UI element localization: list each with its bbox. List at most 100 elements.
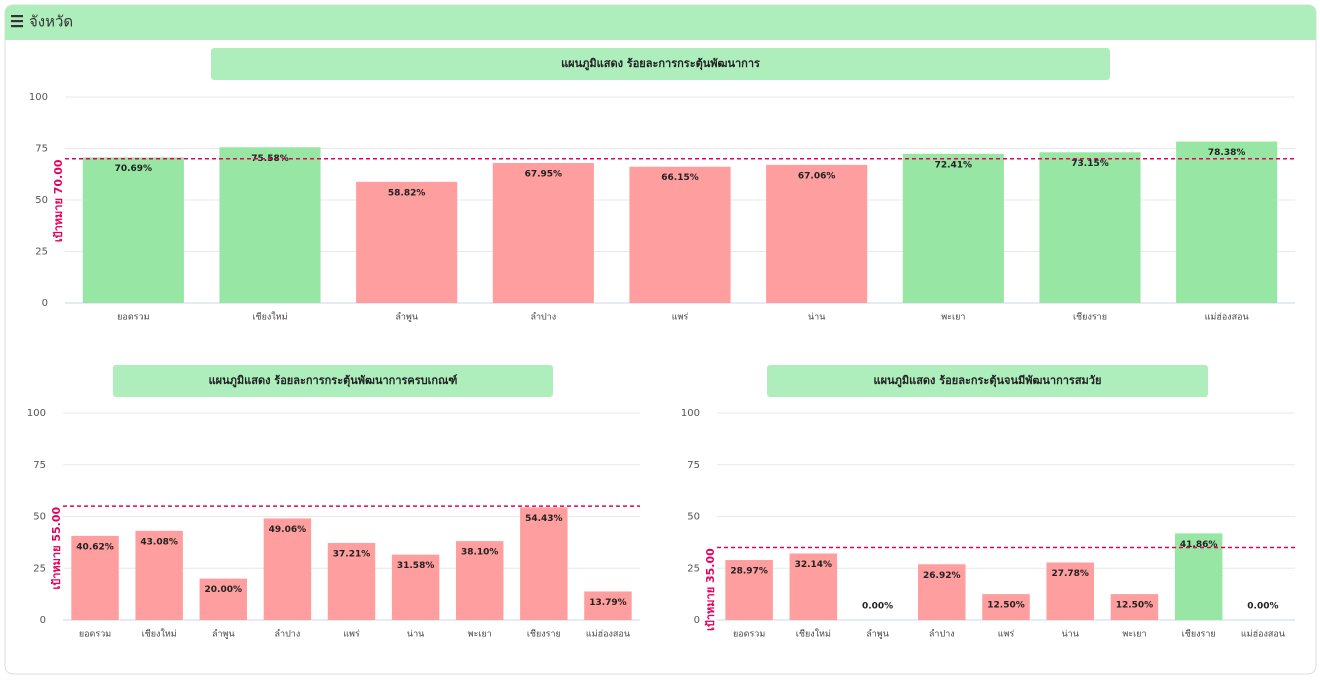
target-label: เป้าหมาย 55.00 (50, 506, 63, 589)
x-tick-label: เชียงราย (1182, 629, 1216, 640)
bar (982, 594, 1030, 620)
value-label: 41.86% (1180, 540, 1218, 550)
target-label: เป้าหมาย 70.00 (52, 159, 65, 242)
x-tick-label: เชียงราย (1073, 312, 1107, 323)
y-tick-label: 50 (687, 512, 700, 523)
x-tick-label: แพร่ (672, 313, 689, 323)
bar (902, 153, 1004, 303)
value-label: 38.10% (461, 548, 499, 558)
x-tick-label: แพร่ (998, 630, 1015, 640)
y-tick-label: 0 (42, 298, 48, 309)
bar (199, 578, 247, 620)
bar (327, 542, 376, 620)
value-label: 26.92% (923, 571, 961, 581)
value-label: 49.06% (269, 525, 307, 535)
card-header (5, 5, 1316, 40)
value-label: 58.82% (388, 188, 426, 198)
bar (263, 518, 312, 620)
x-tick-label: ลำปาง (275, 629, 301, 640)
x-tick-label: ยอดรวม (733, 630, 765, 640)
x-tick-label: ยอดรวม (117, 313, 149, 323)
y-tick-label: 25 (35, 247, 48, 258)
value-label: 43.08% (140, 537, 178, 547)
card (4, 4, 1317, 675)
value-label: 12.50% (1116, 601, 1154, 611)
chart-title-box (211, 48, 1110, 80)
bar (1110, 594, 1159, 620)
y-tick-label: 75 (33, 460, 46, 471)
y-tick-label: 100 (681, 408, 700, 419)
x-tick-label: พะเยา (1122, 630, 1146, 640)
bar (492, 163, 594, 303)
x-tick-label: ยอดรวม (79, 630, 111, 640)
value-label: 66.15% (661, 173, 699, 183)
bar (82, 157, 184, 303)
y-tick-label: 0 (40, 615, 46, 626)
y-tick-label: 100 (27, 408, 46, 419)
y-tick-label: 25 (687, 563, 700, 574)
y-tick-label: 100 (29, 92, 48, 103)
x-tick-label: เชียงใหม่ (252, 312, 287, 323)
bar (725, 560, 773, 620)
x-tick-label: แม่ฮ่องสอน (1205, 313, 1249, 323)
x-tick-label: เชียงใหม่ (796, 629, 831, 640)
x-tick-label: ลำปาง (530, 312, 556, 323)
x-tick-label: แม่ฮ่องสอน (586, 630, 630, 640)
bar (918, 564, 966, 620)
chart-title-box (113, 365, 553, 397)
y-tick-label: 50 (35, 195, 48, 206)
chart-title-box (767, 365, 1208, 397)
value-label: 72.41% (935, 160, 973, 170)
x-tick-label: พะเยา (941, 313, 965, 323)
bar (520, 507, 568, 620)
x-tick-label: ลำพูน (212, 629, 235, 640)
value-label: 67.06% (798, 171, 836, 181)
value-label: 0.00% (1247, 602, 1278, 612)
y-tick-label: 50 (33, 512, 46, 523)
value-label: 31.58% (397, 561, 435, 571)
value-label: 12.50% (987, 601, 1025, 611)
value-label: 40.62% (76, 542, 114, 552)
value-label: 0.00% (862, 602, 893, 612)
x-tick-label: พะเยา (468, 630, 492, 640)
y-tick-label: 25 (33, 563, 46, 574)
bar (766, 164, 868, 303)
y-tick-label: 0 (694, 615, 700, 626)
bar (356, 181, 458, 303)
value-label: 67.95% (525, 170, 563, 180)
bar (391, 554, 440, 620)
target-label: เป้าหมาย 35.00 (704, 548, 717, 631)
bar (71, 535, 119, 620)
value-label: 37.21% (333, 549, 371, 559)
x-tick-label: แพร่ (343, 630, 360, 640)
bar (1039, 152, 1141, 303)
chart-title: แผนภูมิแสดง ร้อยละการกระตุ้นพัฒนาการครบเ… (209, 374, 458, 388)
y-tick-label: 75 (35, 144, 48, 155)
x-tick-label: ลำพูน (866, 629, 889, 640)
value-label: 32.14% (795, 560, 833, 570)
bar (584, 591, 632, 620)
chart-title: แผนภูมิแสดง ร้อยละการกระตุ้นพัฒนาการ (561, 57, 760, 71)
menu-icon (11, 15, 23, 28)
value-label: 73.15% (1071, 159, 1109, 169)
x-tick-label: ลำปาง (929, 629, 955, 640)
bar (135, 530, 183, 620)
x-tick-label: แม่ฮ่องสอน (1241, 630, 1285, 640)
value-label: 20.00% (205, 585, 243, 595)
bar (1046, 562, 1094, 620)
bar (456, 541, 504, 620)
value-label: 54.43% (525, 514, 563, 524)
x-tick-label: น่าน (407, 630, 424, 640)
x-tick-label: เชียงราย (527, 629, 561, 640)
bar (219, 147, 321, 303)
y-tick-label: 75 (687, 460, 700, 471)
value-label: 78.38% (1208, 148, 1246, 158)
x-tick-label: เชียงใหม่ (142, 629, 177, 640)
bar (789, 553, 838, 620)
value-label: 70.69% (115, 164, 153, 174)
bar (1176, 141, 1278, 303)
bar (629, 166, 731, 303)
header-title: จังหวัด (29, 13, 73, 31)
value-label: 13.79% (589, 598, 627, 608)
